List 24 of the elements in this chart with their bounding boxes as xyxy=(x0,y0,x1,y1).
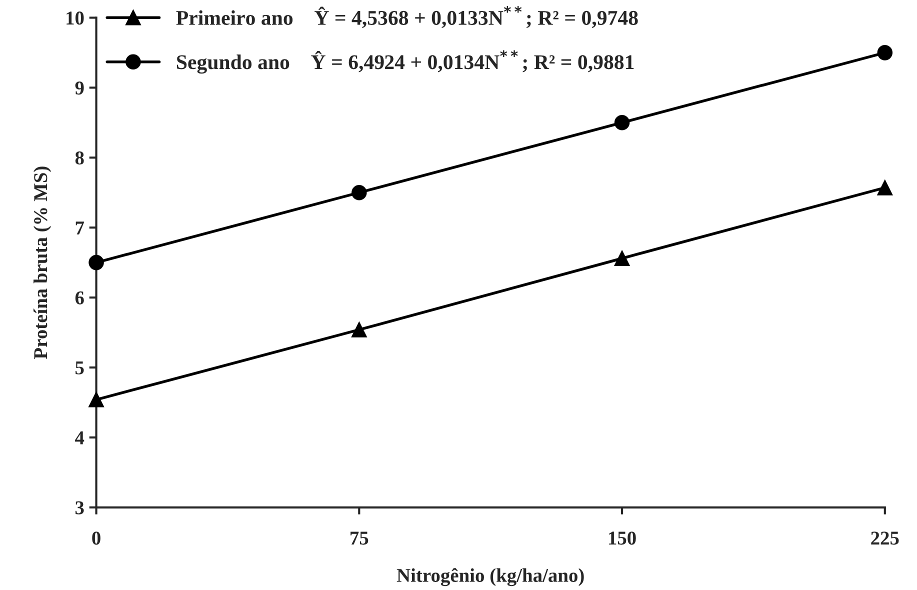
y-tick-label: 7 xyxy=(76,222,84,234)
x-tick-label: 150 xyxy=(609,532,636,545)
point xyxy=(614,114,630,130)
y-tick-label: 8 xyxy=(75,151,84,165)
y-tick-label: 3 xyxy=(75,501,84,514)
point xyxy=(614,250,630,266)
legend-label: Primeiro ano Ŷ = 4,5368 + 0,0133N$^{**}$; R² = 0,9748 xyxy=(176,6,638,28)
legend-label: Segundo ano Ŷ = 6,4924 + 0,0134N$^{**}$; R² = 0,9881 xyxy=(177,50,634,74)
point xyxy=(877,180,893,196)
y-tick-label: 5 xyxy=(76,362,84,374)
point xyxy=(352,184,367,200)
point xyxy=(877,45,893,60)
point xyxy=(88,392,104,408)
x-tick-label: 75 xyxy=(350,532,368,545)
y-tick-label: 4 xyxy=(75,431,84,444)
x-tick-label: 225 xyxy=(871,532,899,545)
y-tick-label: 10 xyxy=(66,12,84,25)
point xyxy=(88,254,104,270)
y-tick-label: 6 xyxy=(75,291,84,304)
y-tick-label: 9 xyxy=(75,82,84,95)
x-axis-title: Nitrogênio (kg/ha/ano) xyxy=(396,568,584,586)
y-axis-title: Proteína bruta (% MS) xyxy=(33,166,52,359)
point xyxy=(352,322,367,338)
x-tick-label: 0 xyxy=(92,532,100,545)
